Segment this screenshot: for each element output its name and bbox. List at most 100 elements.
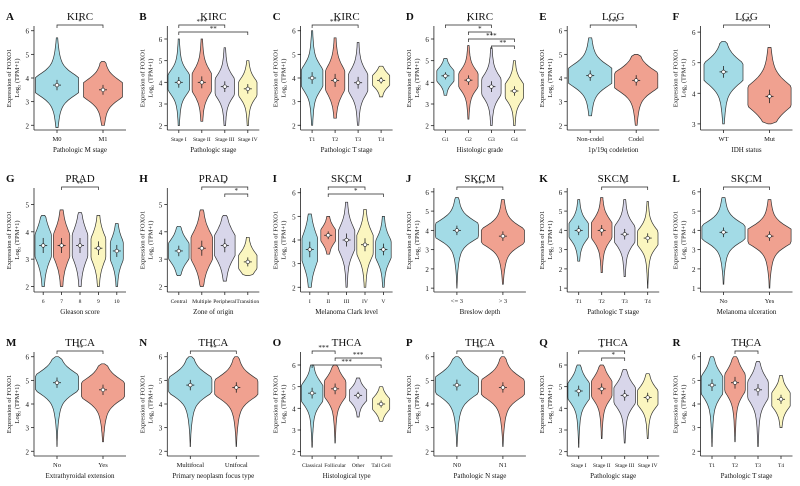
y-axis-label: Expression of FOXO1	[139, 49, 146, 108]
significance-bracket	[311, 350, 336, 354]
y-axis-label: Expression of FOXO1	[406, 375, 413, 434]
y-tick-label: 6	[26, 354, 30, 362]
panel-title: LGG	[735, 11, 758, 23]
violin-1	[300, 364, 324, 448]
significance-bracket	[327, 186, 366, 190]
significance-label: *	[354, 187, 358, 195]
y-axis-label: Expression of FOXO1	[539, 375, 546, 434]
y-tick-label: 4	[692, 90, 696, 98]
y-axis-label-units: Log₂ (TPM+1)	[281, 59, 288, 98]
y-tick-label: 5	[26, 51, 30, 59]
y-axis-label-units: Log₂ (TPM+1)	[14, 221, 21, 260]
y-tick-label: 2	[559, 449, 563, 457]
y-tick-label: 4	[159, 401, 163, 409]
y-axis-label-units: Log₂ (TPM+1)	[14, 385, 21, 424]
y-axis-label-units: Log₂ (TPM+1)	[547, 221, 554, 260]
median-point	[634, 78, 639, 83]
y-tick-label: 3	[26, 99, 30, 107]
median-point	[721, 69, 726, 74]
violin-1	[703, 40, 744, 125]
y-tick-label: 6	[692, 354, 696, 362]
y-axis-label-units: Log₂ (TPM+1)	[547, 59, 554, 98]
median-point	[454, 382, 460, 388]
y-tick-label: 6	[159, 36, 163, 44]
median-point	[454, 228, 460, 233]
y-tick-label: 5	[425, 377, 429, 385]
significance-label: ***	[608, 18, 619, 26]
y-tick-label: 5	[692, 60, 696, 68]
median-point	[77, 243, 83, 248]
x-tick-label: T4	[778, 463, 784, 469]
median-point	[100, 87, 106, 92]
significance-bracket	[56, 350, 104, 354]
x-tick-label: T2	[332, 137, 338, 143]
violin-1	[434, 197, 479, 289]
y-tick-label: 2	[559, 266, 563, 274]
x-tick-label: T3	[622, 299, 628, 305]
y-tick-label: 4	[692, 401, 696, 409]
median-point	[599, 228, 604, 233]
significance-label: *	[611, 351, 615, 359]
significance-bracket	[327, 193, 384, 197]
panel-e: E LGG 2 3 4 5 6 Expression of FOXO1 Log₂ (TPM+1)…	[539, 11, 660, 154]
significance-bracket	[334, 357, 382, 361]
violin-1	[434, 356, 479, 447]
significance-label: *	[467, 18, 471, 26]
y-tick-label: 3	[159, 101, 163, 109]
median-point	[310, 391, 315, 396]
x-axis-label: Pathologic M stage	[53, 146, 107, 154]
x-tick-label: No	[53, 462, 61, 469]
x-tick-label: 10	[114, 299, 120, 305]
violin-2	[724, 356, 746, 443]
y-tick-label: 5	[292, 51, 296, 59]
x-tick-label: T3	[755, 463, 761, 469]
y-tick-label: 2	[159, 284, 163, 292]
panel-k: K SKCM 1 2 3 4 5 6 Expression of FOXO1 Log₂ (TPM+…	[539, 173, 660, 316]
x-tick-label: II	[326, 299, 330, 305]
significance-bracket	[56, 24, 104, 28]
median-point	[576, 388, 581, 394]
violin-2	[480, 199, 525, 285]
significance-label: **	[77, 180, 85, 188]
y-tick-label: 6	[559, 362, 563, 370]
median-point	[41, 243, 46, 248]
y-axis-label: Expression of FOXO1	[139, 211, 146, 270]
x-tick-label: Stage I	[171, 137, 187, 143]
y-axis-label: Expression of FOXO1	[539, 211, 546, 270]
x-tick-label: WT	[718, 136, 728, 143]
x-tick-label: Tall Cell	[371, 463, 391, 469]
y-tick-label: 4	[26, 229, 30, 237]
y-tick-label: 4	[425, 79, 429, 87]
y-tick-label: 4	[292, 237, 296, 245]
x-tick-label: I	[309, 299, 311, 305]
x-tick-label: Stage II	[193, 137, 211, 143]
median-point	[500, 385, 506, 390]
violin-4	[637, 373, 659, 440]
y-tick-label: 2	[292, 449, 296, 457]
median-point	[344, 237, 349, 243]
significance-label: *	[478, 25, 482, 33]
median-point	[381, 247, 386, 252]
median-point	[379, 401, 384, 407]
significance-label: ***	[330, 18, 341, 26]
panel-q: Q THCA 2 3 4 5 6 Expression of FOXO1 Log₂ (TPM+1…	[539, 337, 660, 480]
x-tick-label: N1	[499, 462, 507, 469]
y-tick-label: 6	[159, 354, 163, 362]
x-tick-label: T4	[378, 137, 384, 143]
median-point	[199, 246, 204, 251]
significance-bracket	[178, 24, 226, 28]
x-axis-label: Melanoma Clark level	[315, 308, 378, 316]
median-point	[356, 393, 361, 398]
y-axis-label: Expression of FOXO1	[406, 49, 413, 108]
significance-label: *	[600, 344, 604, 352]
y-axis-label-units: Log₂ (TPM+1)	[681, 385, 688, 424]
y-tick-label: 2	[159, 448, 163, 456]
panel-title: SKCM	[464, 173, 495, 185]
significance-bracket	[723, 186, 770, 190]
y-tick-label: 4	[692, 227, 696, 235]
violin-3	[747, 361, 769, 447]
median-point	[500, 234, 506, 239]
x-tick-label: G3	[488, 137, 495, 143]
y-tick-label: 3	[159, 425, 163, 433]
median-point	[114, 248, 119, 254]
